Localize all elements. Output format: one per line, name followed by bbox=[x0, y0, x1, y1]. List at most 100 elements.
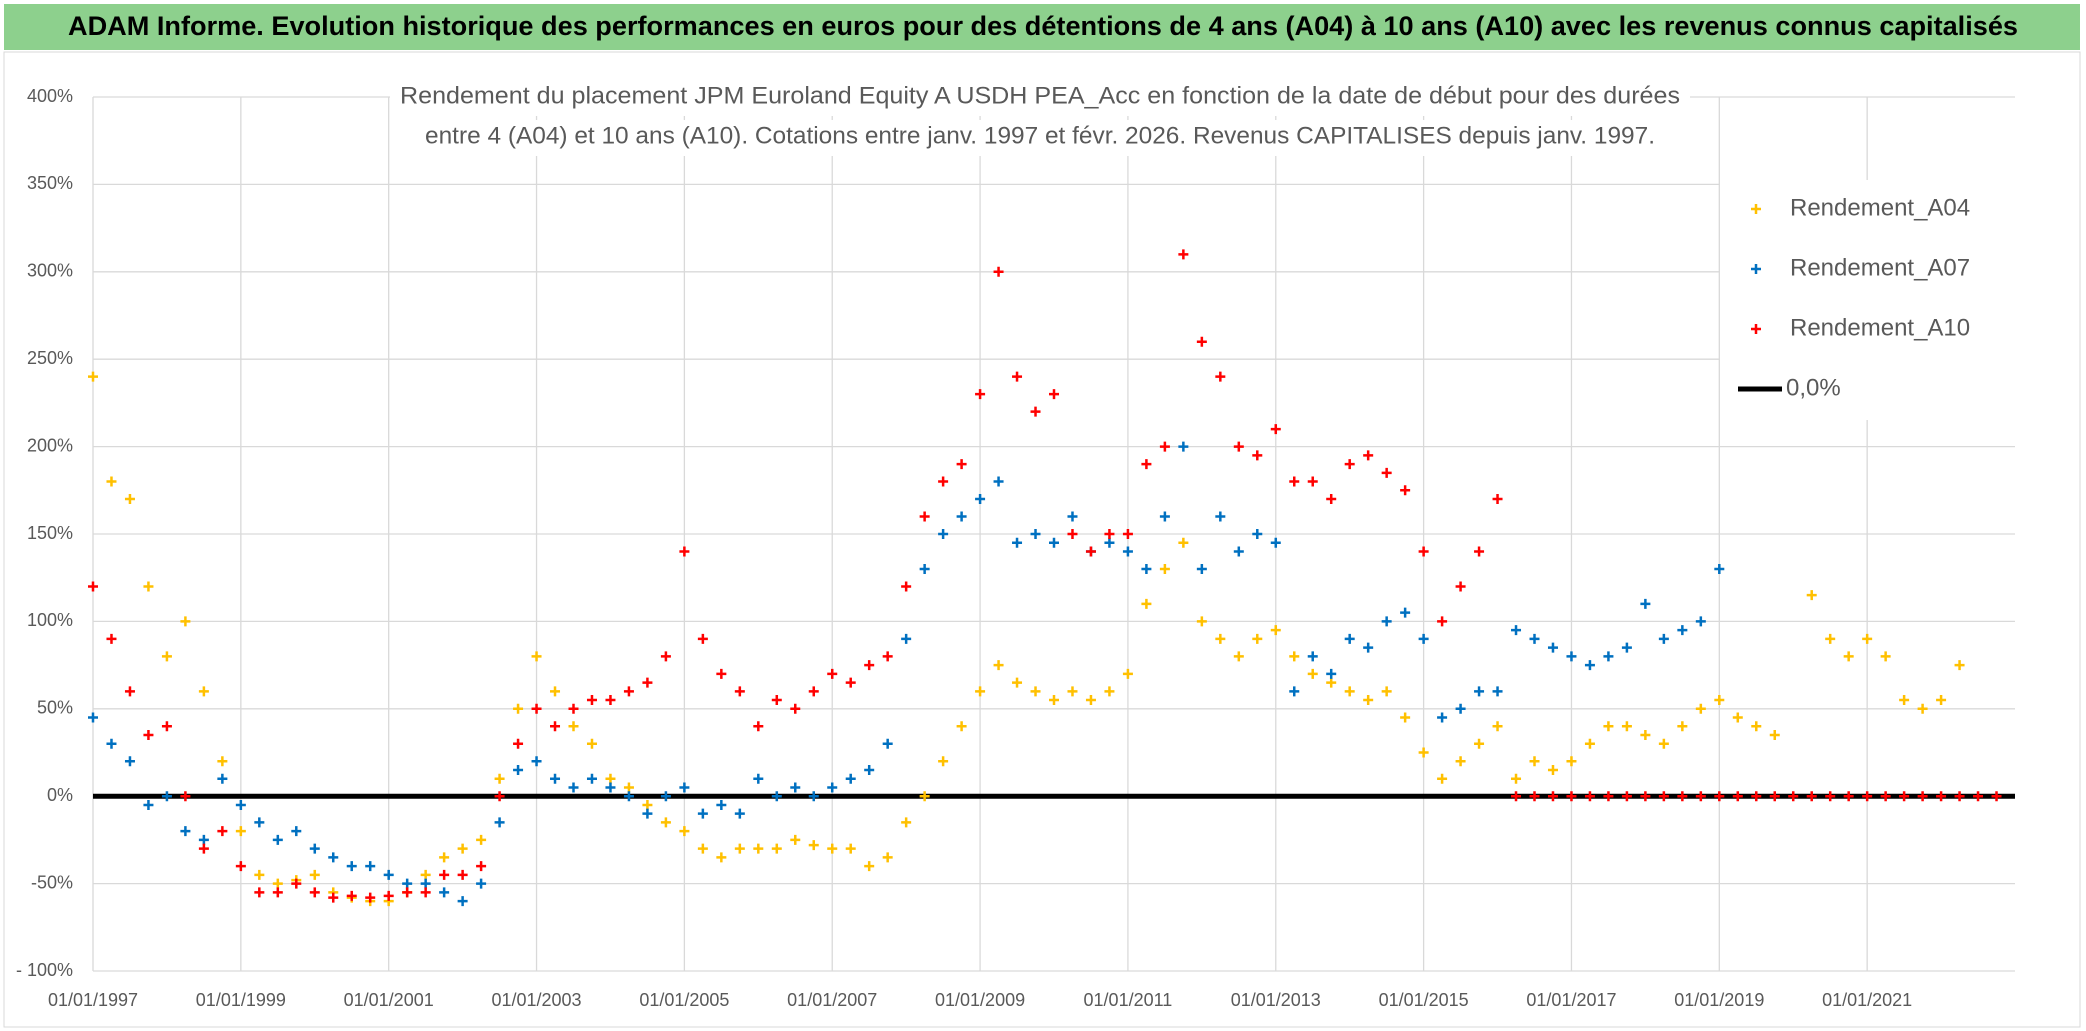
data-point bbox=[124, 686, 135, 697]
data-point bbox=[494, 817, 505, 828]
data-point bbox=[1917, 703, 1928, 714]
data-point bbox=[1344, 633, 1355, 644]
data-point bbox=[1769, 791, 1780, 802]
data-point bbox=[439, 869, 450, 880]
data-point bbox=[1843, 651, 1854, 662]
data-point bbox=[1252, 450, 1263, 461]
data-point bbox=[1603, 791, 1614, 802]
data-point bbox=[1640, 791, 1651, 802]
data-point bbox=[1437, 773, 1448, 784]
data-point bbox=[623, 791, 634, 802]
data-point bbox=[697, 843, 708, 854]
data-point bbox=[1899, 791, 1910, 802]
chart-border bbox=[3, 51, 2081, 1028]
data-point bbox=[124, 756, 135, 767]
data-point bbox=[882, 852, 893, 863]
data-point bbox=[660, 651, 671, 662]
data-point bbox=[457, 869, 468, 880]
data-point bbox=[1252, 633, 1263, 644]
data-point bbox=[1270, 424, 1281, 435]
data-point bbox=[1049, 695, 1059, 706]
data-point bbox=[1695, 791, 1706, 802]
data-point bbox=[864, 660, 875, 671]
title-bar bbox=[4, 4, 2080, 50]
x-tick-label: 01/01/2013 bbox=[1231, 990, 1321, 1010]
data-point bbox=[808, 791, 819, 802]
x-tick-label: 01/01/2009 bbox=[935, 990, 1025, 1010]
data-point bbox=[1049, 537, 1059, 548]
data-point bbox=[531, 651, 542, 662]
data-point bbox=[1400, 712, 1411, 723]
data-point bbox=[1566, 791, 1577, 802]
data-point bbox=[1363, 642, 1374, 653]
data-point bbox=[1751, 721, 1762, 732]
data-point bbox=[1714, 563, 1725, 574]
data-point bbox=[771, 843, 782, 854]
data-point bbox=[1381, 686, 1392, 697]
data-point bbox=[1307, 668, 1318, 679]
data-point bbox=[1215, 633, 1226, 644]
title-backdrop bbox=[390, 80, 1690, 116]
data-point bbox=[660, 817, 671, 828]
data-point bbox=[272, 887, 283, 898]
data-point bbox=[975, 494, 986, 505]
data-point bbox=[476, 861, 487, 872]
data-point bbox=[143, 581, 154, 592]
data-point bbox=[771, 791, 782, 802]
data-point bbox=[1825, 633, 1836, 644]
data-point bbox=[1695, 616, 1706, 627]
data-point bbox=[402, 887, 413, 898]
data-point bbox=[143, 799, 154, 810]
data-point bbox=[513, 703, 524, 714]
data-point bbox=[1437, 616, 1448, 627]
x-tick-label: 01/01/2011 bbox=[1084, 990, 1173, 1010]
data-point bbox=[1196, 563, 1207, 574]
data-point bbox=[790, 834, 801, 845]
data-point bbox=[1880, 791, 1891, 802]
data-point bbox=[975, 389, 986, 400]
data-point bbox=[420, 887, 431, 898]
data-point bbox=[734, 808, 745, 819]
data-point bbox=[180, 616, 191, 627]
data-point bbox=[1806, 590, 1817, 601]
data-point bbox=[716, 799, 727, 810]
legend-box bbox=[1720, 180, 2015, 420]
x-tick-label: 01/01/2015 bbox=[1379, 990, 1469, 1010]
data-point bbox=[161, 721, 172, 732]
data-point bbox=[254, 869, 265, 880]
data-point bbox=[1474, 546, 1485, 557]
data-point bbox=[550, 773, 561, 784]
data-point bbox=[291, 826, 302, 837]
data-point bbox=[1806, 791, 1817, 802]
data-point bbox=[1159, 511, 1170, 522]
data-point bbox=[235, 799, 246, 810]
y-tick-label: 200% bbox=[27, 435, 73, 455]
data-point bbox=[1400, 607, 1411, 618]
data-point bbox=[1954, 791, 1965, 802]
y-tick-label: 50% bbox=[37, 698, 73, 718]
data-point bbox=[1732, 791, 1743, 802]
data-point bbox=[1732, 712, 1743, 723]
data-point bbox=[1547, 764, 1558, 775]
data-point bbox=[919, 791, 930, 802]
legend-label: 0,0% bbox=[1786, 374, 1841, 401]
data-point bbox=[161, 791, 172, 802]
data-point bbox=[1141, 598, 1152, 609]
data-point bbox=[1252, 529, 1263, 539]
legend-label: Rendement_A07 bbox=[1790, 254, 1970, 281]
data-point bbox=[235, 826, 246, 837]
data-point bbox=[217, 826, 228, 837]
data-point bbox=[1307, 651, 1318, 662]
data-point bbox=[1067, 529, 1078, 539]
data-point bbox=[753, 843, 764, 854]
data-point bbox=[1640, 730, 1651, 741]
data-point bbox=[642, 799, 653, 810]
data-point bbox=[1862, 633, 1873, 644]
data-point bbox=[1030, 406, 1041, 417]
x-tick-label: 01/01/2003 bbox=[491, 990, 581, 1010]
data-point bbox=[1603, 651, 1614, 662]
data-point bbox=[198, 686, 209, 697]
data-point bbox=[1215, 511, 1226, 522]
data-point bbox=[1991, 791, 2002, 802]
data-point bbox=[1049, 389, 1059, 400]
